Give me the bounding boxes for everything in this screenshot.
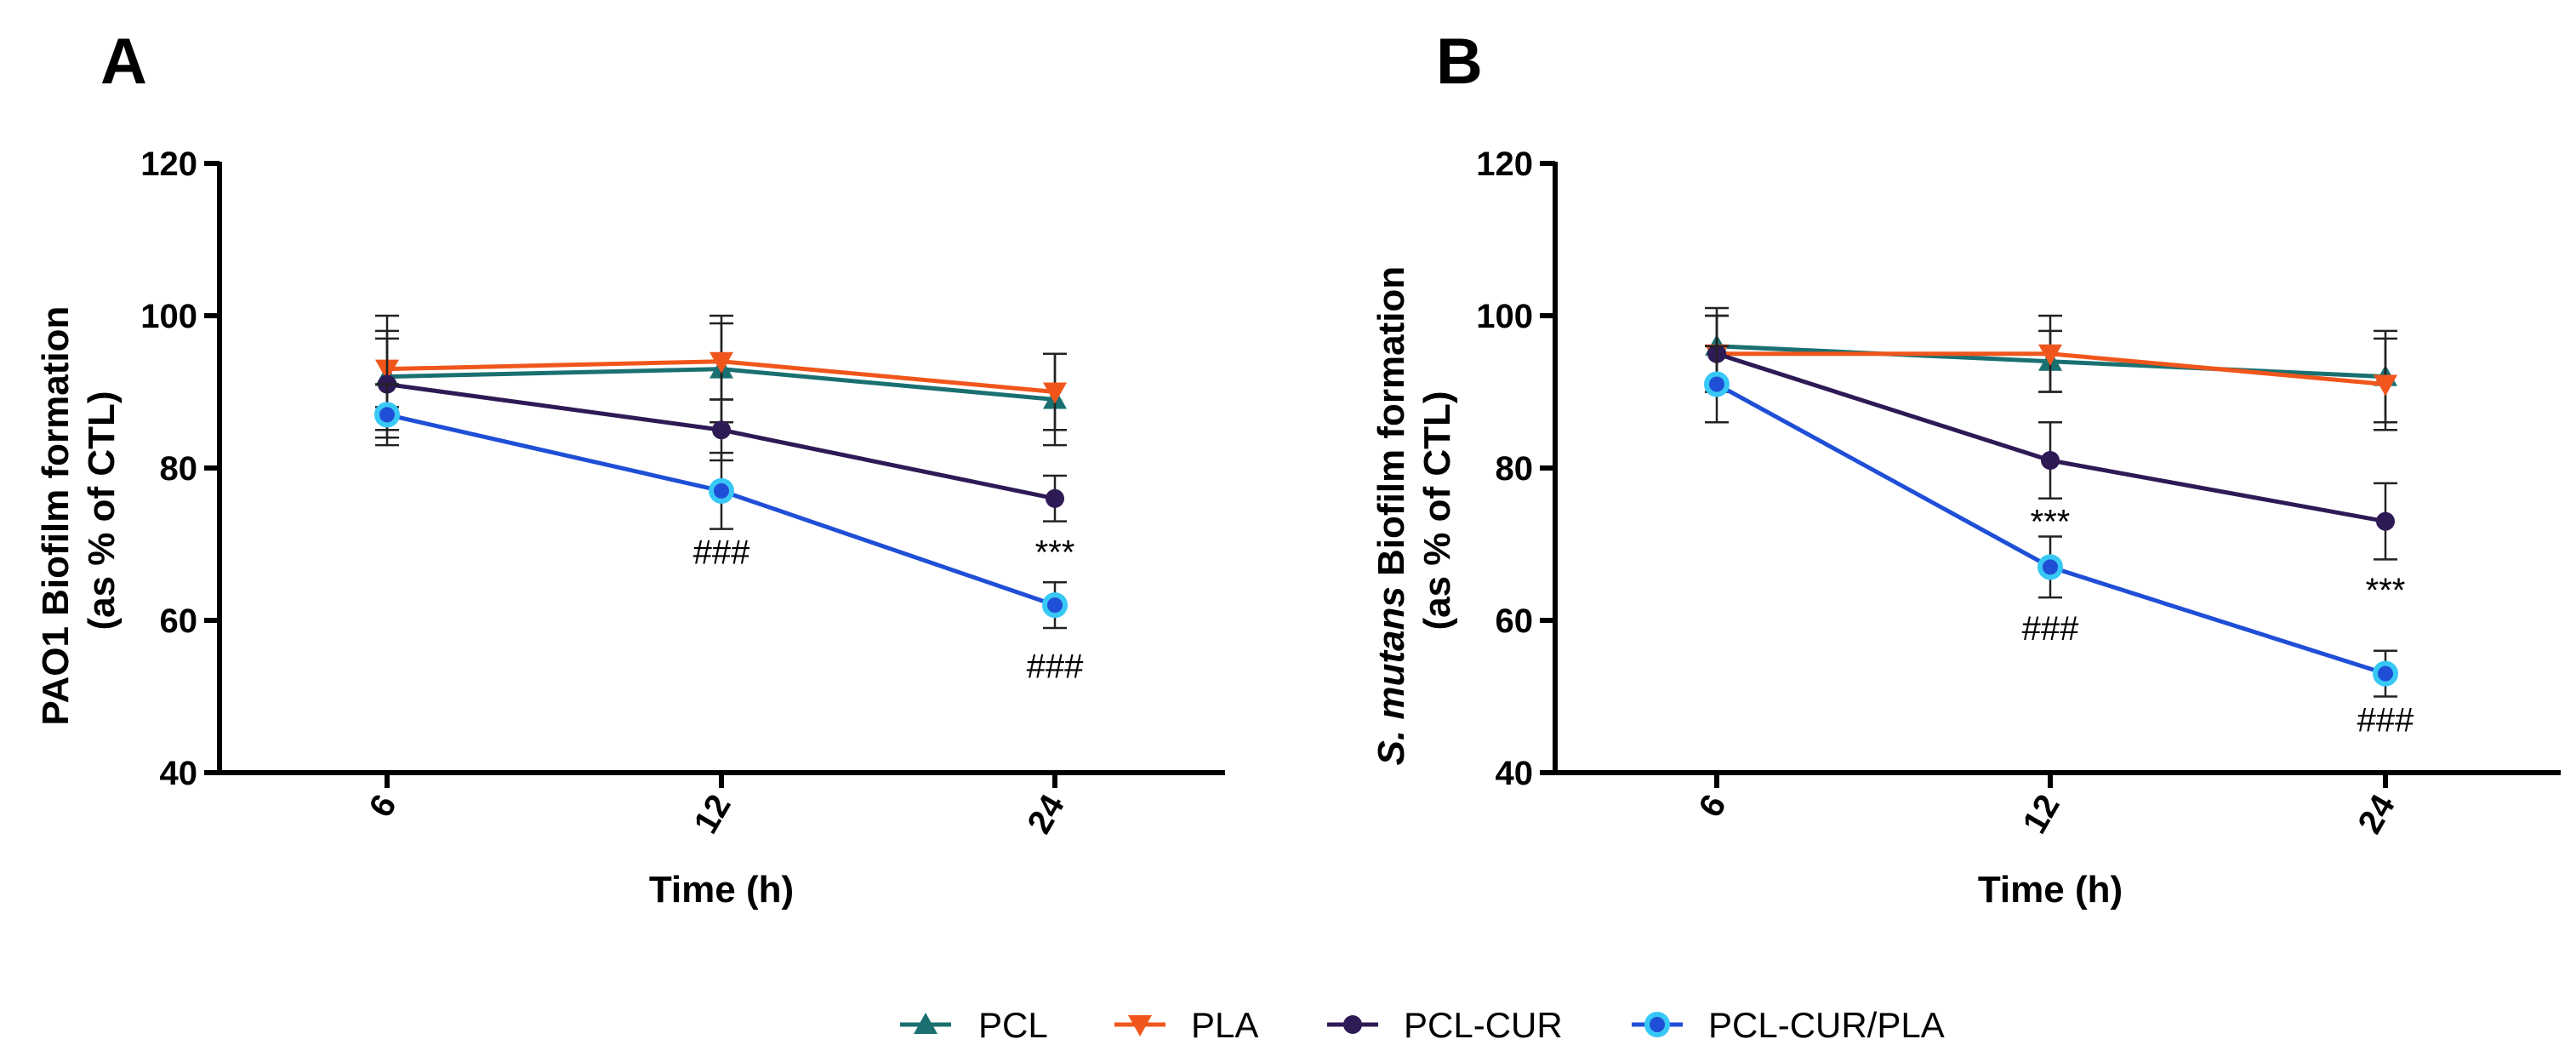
panel-a-significance-annotation: ***	[1035, 534, 1075, 571]
legend-label-pcl-cur: PCL-CUR	[1404, 1005, 1563, 1045]
panel-b-xlabel: Time (h)	[1978, 869, 2123, 911]
panel-b-plot: 40 60 80 100 120 6 12 24 *** ### *** ###	[1476, 146, 2561, 840]
legend-label-pcl: PCL	[978, 1005, 1048, 1045]
panel-b-y-tick-label: 40	[1496, 755, 1534, 792]
legend: PCL PLA PCL-CUR PCL-CUR/PLA	[900, 1005, 1945, 1045]
panel-b-y-tick-label: 60	[1496, 602, 1534, 640]
panel-a-series-pcl-cur	[375, 337, 1067, 522]
panel-a-y-tick-label: 120	[140, 146, 197, 183]
panel-a-y-tick-label: 40	[160, 755, 198, 792]
panel-b-significance-annotation: ###	[2022, 610, 2079, 648]
panel-b-ylabel-line1: S. mutans Biofilm formation	[1371, 266, 1412, 766]
legend-item-pla: PLA	[1114, 1005, 1258, 1045]
panel-b-ylabel: S. mutans Biofilm formation (as % of CTL…	[1371, 256, 1458, 766]
panel-b-significance-annotation: ***	[2366, 572, 2406, 609]
panel-a-y-tick-label: 100	[140, 298, 197, 335]
legend-label-pcl-cur-pla: PCL-CUR/PLA	[1708, 1005, 1945, 1045]
legend-marker-pcl	[914, 1013, 938, 1034]
panel-a-ylabel-line1: PAO1 Biofilm formation	[35, 306, 77, 726]
panel-b-ylabel-rest: Biofilm formation	[1371, 266, 1412, 586]
panel-b-series-pcl-cur-pla	[1704, 345, 2398, 698]
panel-a-ylabel-line2: (as % of CTL)	[81, 391, 123, 630]
panel-b-x-tick-label: 6	[1692, 789, 1734, 824]
panel-b-pcl-cur-pla-point	[2373, 660, 2398, 687]
panel-b-y-tick-label: 80	[1496, 450, 1534, 488]
panel-a-x-tick-label: 24	[1020, 788, 1072, 840]
panel-b-pla-point	[2038, 344, 2062, 366]
panel-b-significance-annotation: ***	[2031, 504, 2071, 541]
panel-b-pcl-cur-pla-point	[2037, 554, 2063, 580]
legend-label-pla: PLA	[1191, 1005, 1258, 1045]
panel-a-series-pcl-cur-pla	[374, 383, 1068, 630]
panel-b-ylabel-line2: (as % of CTL)	[1416, 391, 1458, 630]
panel-a-x-tick-label: 12	[687, 789, 738, 841]
panel-b-ylabel-italic: S. mutans	[1371, 586, 1412, 765]
panel-a-significance-annotation: ###	[1027, 648, 1084, 686]
panel-a-letter: A	[100, 26, 147, 98]
legend-item-pcl: PCL	[900, 1005, 1048, 1045]
panel-b-pla-point	[2374, 374, 2397, 397]
panel-a-pcl-cur-pla-point	[374, 402, 400, 428]
panel-a-pcl-cur-pla-point	[1042, 592, 1068, 619]
legend-marker-pcl-cur	[1343, 1015, 1362, 1034]
panel-a-pla-point	[710, 351, 733, 374]
panel-b-series-pcl-cur	[1705, 314, 2397, 561]
panel-b-pcl-cur-point	[2041, 451, 2060, 471]
panel-a-y-tick-label: 80	[160, 450, 198, 488]
panel-a-pla-point	[1043, 382, 1067, 404]
panel-b-pcl-cur-point	[2376, 511, 2395, 531]
panel-b-significance-annotation: ###	[2357, 701, 2414, 739]
legend-marker-pla	[1128, 1015, 1152, 1036]
legend-marker-pcl-cur-pla	[1644, 1012, 1670, 1037]
legend-item-pcl-cur: PCL-CUR	[1327, 1005, 1563, 1045]
panel-a-pcl-cur-point	[712, 420, 731, 440]
panel-a-pcl-cur-pla-point	[709, 477, 734, 504]
panel-b-x-tick-label: 12	[2015, 789, 2066, 841]
panel-a-pcl-cur-point	[1046, 488, 1064, 508]
panel-b-y-tick-label: 100	[1476, 298, 1533, 335]
panel-a-x-tick-label: 6	[362, 789, 404, 824]
panel-a-y-tick-label: 60	[160, 602, 198, 640]
panel-a-plot: 40 60 80 100 120 6 12 24 ### *** ###	[140, 146, 1225, 840]
panel-a-ylabel: PAO1 Biofilm formation (as % of CTL)	[35, 295, 123, 725]
panel-b-pcl-cur-pla-point	[1704, 371, 1730, 397]
panel-b-y-tick-label: 120	[1476, 146, 1533, 183]
panel-b-letter: B	[1436, 26, 1483, 98]
panel-a-significance-annotation: ###	[693, 534, 750, 571]
panel-a-xlabel: Time (h)	[649, 869, 794, 911]
legend-item-pcl-cur-pla: PCL-CUR/PLA	[1632, 1005, 1945, 1045]
panel-b-x-tick-label: 24	[2351, 788, 2402, 840]
